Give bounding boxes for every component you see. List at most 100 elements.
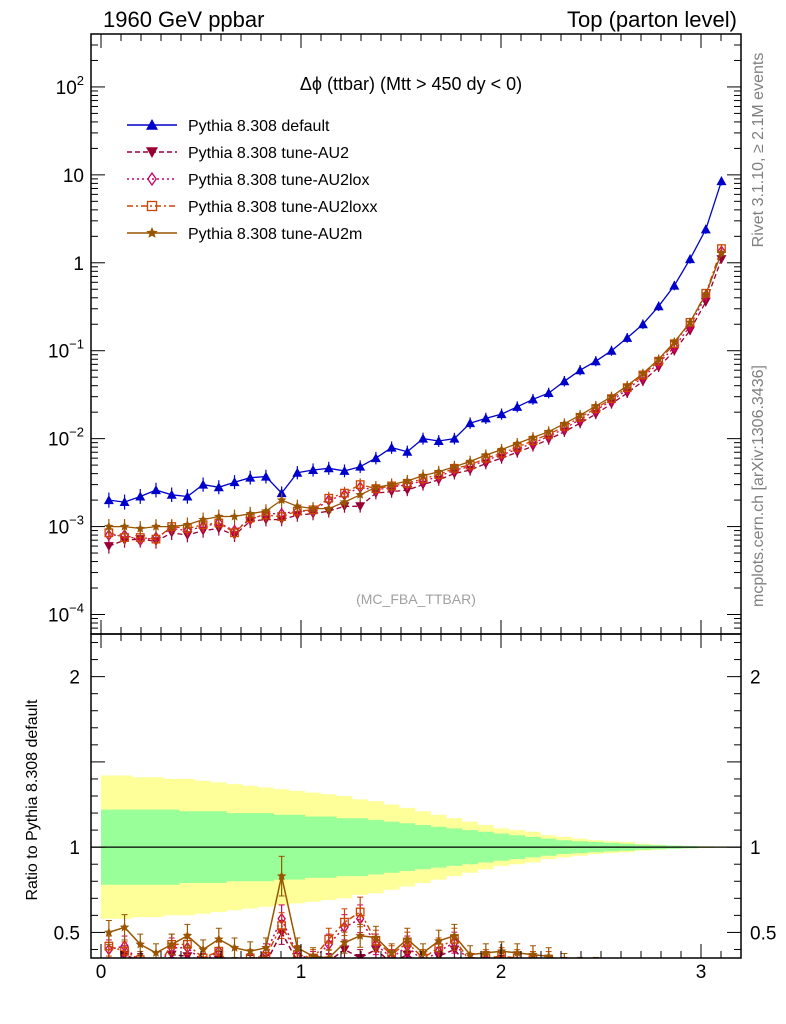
ratio-point xyxy=(323,957,334,958)
mcplots-label: mcplots.cern.ch [arXiv:1306.3436] xyxy=(750,365,767,607)
data-point xyxy=(716,247,727,257)
ratio-point xyxy=(402,934,413,944)
data-point xyxy=(685,254,696,264)
data-point xyxy=(135,534,145,547)
data-point xyxy=(449,461,460,471)
data-point xyxy=(434,466,444,476)
data-point xyxy=(512,438,522,448)
ratio-point xyxy=(139,956,141,958)
y-tick-label: 102 xyxy=(56,73,84,99)
ratio-point xyxy=(418,963,428,972)
ratio-point xyxy=(119,922,130,932)
data-point xyxy=(324,503,334,513)
ratio-point xyxy=(655,973,662,983)
ratio-point xyxy=(655,973,663,981)
data-point xyxy=(355,489,365,499)
data-point xyxy=(355,480,365,490)
ratio-point xyxy=(231,965,238,975)
ratio-point xyxy=(701,982,711,991)
data-point xyxy=(370,453,381,463)
y-tick-label: 10−3 xyxy=(48,513,84,539)
data-point xyxy=(527,394,538,404)
data-point xyxy=(701,289,711,299)
ratio-point xyxy=(686,982,694,990)
data-point xyxy=(103,495,114,505)
data-point xyxy=(622,332,633,342)
ratio-point xyxy=(559,968,569,977)
series-line xyxy=(108,251,723,541)
ratio-point xyxy=(687,984,694,994)
ratio-point xyxy=(214,934,224,944)
legend-marker xyxy=(146,200,158,212)
ratio-point xyxy=(465,957,475,958)
y-tick-label: 10−2 xyxy=(48,425,84,451)
x-tick-label: 2 xyxy=(496,962,507,983)
ratio-point xyxy=(512,963,522,972)
data-point xyxy=(449,433,460,443)
ratio-series-0 xyxy=(118,919,679,992)
ratio-y-tick-label-right: 0.5 xyxy=(750,923,776,944)
data-point xyxy=(339,497,350,507)
data-point xyxy=(135,523,145,533)
data-point xyxy=(198,514,208,524)
ratio-series-3 xyxy=(104,855,727,996)
data-point xyxy=(480,413,491,423)
header-left-title: 1960 GeV ppbar xyxy=(103,7,264,32)
legend-marker xyxy=(146,227,158,238)
ratio-point xyxy=(547,956,550,958)
ratio-point xyxy=(231,968,239,976)
ratio-point xyxy=(669,983,679,992)
data-point xyxy=(418,474,428,488)
data-point xyxy=(229,477,240,487)
ratio-point xyxy=(355,907,365,917)
ratio-point xyxy=(639,970,646,980)
data-point xyxy=(292,501,303,511)
data-point xyxy=(245,472,256,482)
ratio-point xyxy=(607,962,617,971)
data-point xyxy=(276,495,287,505)
ratio-point xyxy=(481,961,491,970)
data-point xyxy=(277,512,287,521)
ratio-point xyxy=(622,973,632,982)
data-point xyxy=(230,528,239,538)
ratio-point xyxy=(245,946,255,956)
legend-marker xyxy=(146,119,158,130)
ratio-point xyxy=(624,968,631,978)
ratio-point xyxy=(135,955,145,958)
ratio-point xyxy=(544,963,554,972)
series-line xyxy=(108,180,723,503)
data-point xyxy=(685,317,695,327)
ratio-point xyxy=(638,974,648,983)
ratio-line xyxy=(108,875,557,958)
data-point xyxy=(323,463,334,473)
legend-entry: Pythia 8.308 tune-AU2m xyxy=(127,226,362,243)
data-point xyxy=(198,479,209,489)
data-point xyxy=(261,506,271,516)
y-tick-label: 10−4 xyxy=(48,600,84,626)
ratio-y-tick-label-right: 2 xyxy=(750,668,761,689)
ratio-point xyxy=(339,937,350,947)
ratio-point xyxy=(152,963,159,973)
data-point xyxy=(700,224,711,234)
data-point xyxy=(292,467,303,477)
ratio-point xyxy=(717,987,727,996)
series-line xyxy=(108,248,723,540)
data-point xyxy=(559,376,570,386)
ratio-point xyxy=(292,942,303,952)
data-point xyxy=(119,497,130,507)
data-point xyxy=(151,521,161,531)
y-tick-label: 10−1 xyxy=(48,337,84,363)
data-point xyxy=(355,502,366,512)
data-point xyxy=(496,409,507,419)
ratio-point xyxy=(261,959,271,968)
legend-marker xyxy=(146,147,158,158)
legend: Pythia 8.308 default Pythia 8.308 tune-AU… xyxy=(127,118,377,243)
data-point xyxy=(606,345,617,355)
ratio-point xyxy=(434,935,444,945)
ratio-point xyxy=(469,956,471,958)
ratio-point xyxy=(608,967,615,977)
rivet-label: Rivet 3.1.10, ≥ 2.1M events xyxy=(750,53,767,248)
data-point xyxy=(229,511,240,521)
data-point xyxy=(606,391,617,401)
